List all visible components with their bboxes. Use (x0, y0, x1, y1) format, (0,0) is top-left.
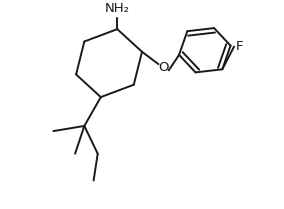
Text: O: O (158, 61, 169, 74)
Text: F: F (236, 40, 244, 53)
Text: NH₂: NH₂ (105, 2, 130, 15)
